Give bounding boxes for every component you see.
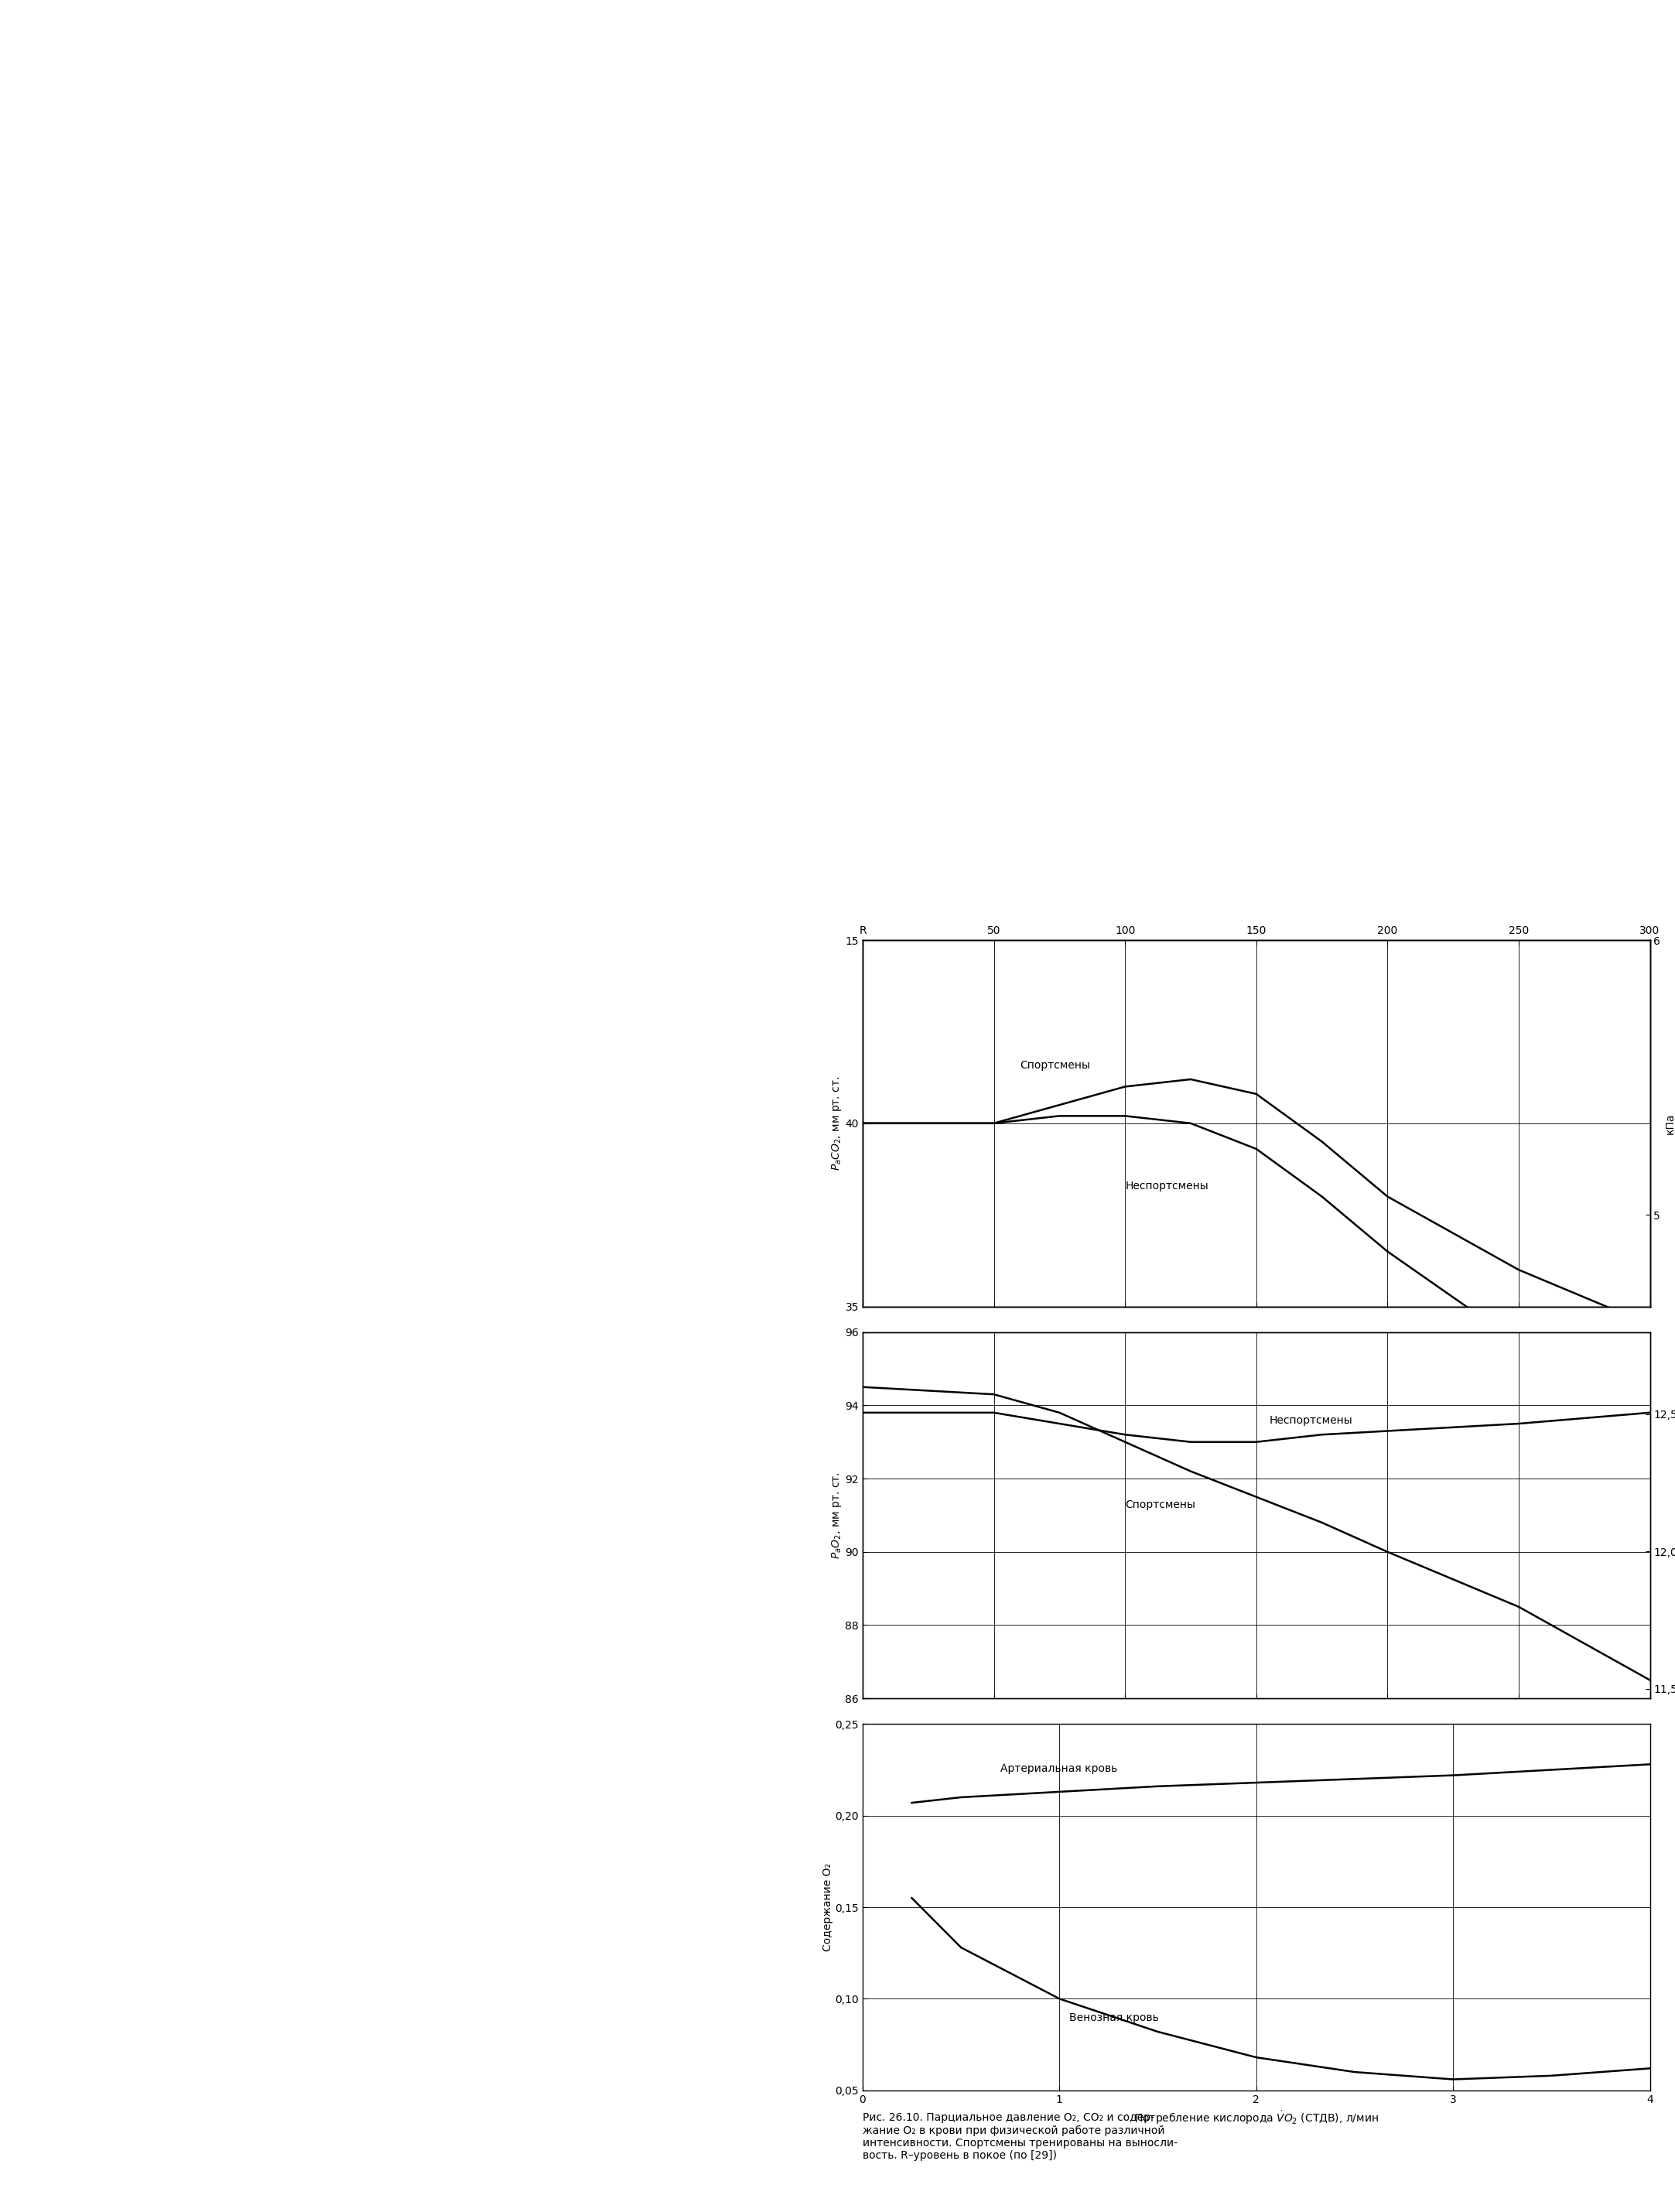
Text: Спортсмены: Спортсмены — [1126, 1500, 1196, 1511]
Text: Неспортсмены: Неспортсмены — [1126, 1181, 1208, 1192]
X-axis label: Потребление кислорода $\dot{V}O_2$ (СТДВ), л/мин: Потребление кислорода $\dot{V}O_2$ (СТДВ… — [1134, 2110, 1379, 2126]
Y-axis label: кПа: кПа — [1665, 1113, 1675, 1135]
Y-axis label: Содержание O₂: Содержание O₂ — [822, 1863, 832, 1951]
Y-axis label: $P_{a}CO_2$, мм рт. ст.: $P_{a}CO_2$, мм рт. ст. — [829, 1075, 843, 1170]
Y-axis label: $P_{a}O_2$, мм рт. ст.: $P_{a}O_2$, мм рт. ст. — [829, 1471, 843, 1559]
Text: Спортсмены: Спортсмены — [1020, 1060, 1090, 1071]
Text: Венозная кровь: Венозная кровь — [1069, 2013, 1159, 2024]
Text: Рис. 26.10. Парциальное давление O₂, CO₂ и содер-
жание O₂ в крови при физическо: Рис. 26.10. Парциальное давление O₂, CO₂… — [863, 2112, 1178, 2161]
Text: Артериальная кровь: Артериальная кровь — [1000, 1763, 1117, 1774]
Text: Неспортсмены: Неспортсмены — [1270, 1416, 1353, 1427]
